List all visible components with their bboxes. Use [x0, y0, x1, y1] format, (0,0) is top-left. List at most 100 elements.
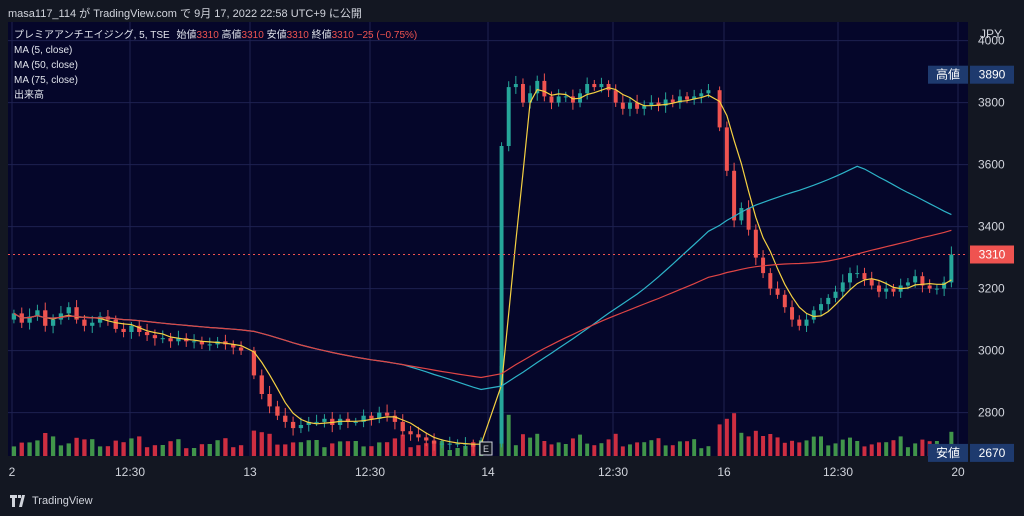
x-tick-label: 20: [951, 465, 965, 479]
candle-body: [840, 282, 845, 292]
ma75-legend[interactable]: MA (75, close): [14, 75, 78, 86]
y-tick-label: 3400: [978, 220, 1005, 234]
volume-bar: [306, 440, 311, 456]
volume-bar: [606, 439, 611, 456]
candle-body: [699, 93, 704, 97]
tradingview-logo[interactable]: TradingView: [10, 495, 93, 508]
volume-bar: [819, 436, 824, 456]
candle-body: [876, 285, 881, 292]
volume-bar: [685, 441, 689, 456]
volume-bar: [215, 440, 220, 456]
candle-body: [717, 90, 722, 128]
volume-bar: [746, 436, 751, 456]
volume-bar: [160, 445, 165, 456]
low-value: 3310: [286, 30, 309, 41]
candle-body: [739, 208, 744, 221]
candle-body: [620, 102, 625, 109]
volume-bar: [549, 444, 554, 456]
x-tick-label: 2: [9, 465, 16, 479]
volume-bar: [113, 440, 118, 456]
candle-body: [384, 412, 390, 416]
volume-bar: [176, 439, 181, 456]
volume-bar: [361, 446, 366, 456]
volume-bar: [563, 444, 568, 456]
candle-body: [811, 310, 816, 320]
volume-bar: [739, 432, 744, 456]
volume-bar: [82, 439, 87, 456]
candle-body: [782, 294, 787, 308]
time-axis[interactable]: [0, 456, 968, 488]
earnings-marker[interactable]: [479, 441, 493, 456]
volume-bar: [251, 430, 257, 456]
candle-body: [74, 307, 79, 320]
last-price-badge[interactable]: [970, 245, 1014, 264]
volume-legend[interactable]: 出来高: [14, 90, 44, 101]
volume-bar: [578, 434, 582, 456]
ma50-legend[interactable]: MA (50, close): [14, 60, 78, 71]
candle-body: [361, 415, 366, 422]
volume-bar: [384, 442, 390, 456]
volume-bar: [513, 445, 518, 456]
volume-bar: [231, 447, 236, 456]
volume-bar: [761, 436, 766, 456]
last-price-label: 3310: [979, 248, 1006, 262]
candle-body: [439, 443, 445, 445]
volume-bar: [207, 444, 212, 456]
candle-body: [656, 102, 661, 106]
volume-bar: [891, 440, 896, 456]
volume-bar: [913, 443, 918, 456]
volume-bar: [506, 414, 511, 456]
volume-bar: [599, 443, 604, 456]
volume-bar: [337, 441, 343, 456]
volume-bar: [97, 446, 103, 456]
candle-body: [753, 229, 758, 258]
currency-label: JPY: [980, 27, 1002, 41]
ma5-line: [13, 87, 952, 445]
candle-body: [82, 319, 87, 326]
candle-body: [768, 273, 773, 289]
volume-bar: [869, 444, 874, 456]
candle-body: [199, 341, 205, 345]
high-marker-tag: [928, 65, 968, 84]
candle-body: [275, 406, 280, 416]
volume-bar: [369, 446, 374, 456]
low-label: 安値: [266, 30, 287, 41]
volume-bar: [191, 448, 197, 456]
volume-bar: [535, 433, 540, 456]
volume-bar: [542, 441, 547, 456]
ma5-legend[interactable]: MA (5, close): [14, 45, 73, 56]
candle-body: [905, 282, 910, 286]
y-tick-label: 3600: [978, 158, 1005, 172]
candle-body: [353, 421, 358, 423]
chart-area[interactable]: 4000 3800 3600 3400 3200 3000 2800 JPY 2 12:30 13 1…: [0, 22, 1024, 488]
volume-bar: [199, 444, 205, 456]
candle-body: [804, 319, 809, 326]
candle-body: [400, 421, 405, 432]
volume-bar: [392, 438, 398, 456]
candle-body: [920, 276, 925, 286]
volume-bar: [35, 440, 40, 456]
volume-bar: [840, 439, 845, 456]
candle-body: [121, 328, 126, 332]
candle-body: [819, 304, 824, 311]
tradingview-brand: TradingView: [32, 495, 93, 507]
volume-bar: [782, 442, 787, 456]
candle-body: [369, 415, 374, 419]
volume-bar: [290, 442, 296, 456]
volume-bar: [620, 446, 625, 456]
volume-bar: [439, 441, 445, 456]
candle-body: [238, 347, 244, 351]
candle-body: [471, 443, 476, 447]
volume-bar: [353, 441, 358, 456]
volume-bar: [642, 442, 647, 456]
candle-body: [168, 338, 173, 342]
candle-body: [283, 415, 288, 422]
candle-body: [152, 335, 158, 339]
volume-bar: [649, 440, 654, 456]
candle-body: [599, 84, 604, 88]
volume-bar: [408, 447, 413, 456]
volume-bar: [898, 436, 903, 456]
price-chart[interactable]: 4000 3800 3600 3400 3200 3000 2800 JPY 2 12:30 13 1…: [0, 22, 1024, 488]
volume-bar: [184, 448, 189, 456]
volume-bar: [50, 436, 56, 456]
